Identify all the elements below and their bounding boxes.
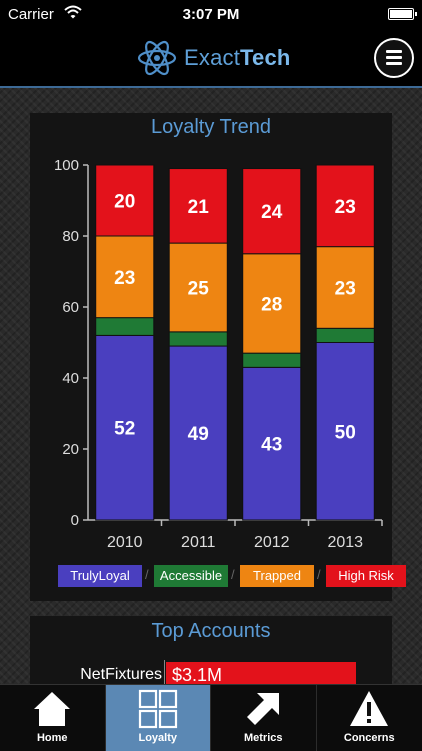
grid-icon [138,689,178,729]
hamburger-menu-icon [386,50,402,53]
bar-segment [316,328,374,342]
top-accounts-card: Top Accounts NetFixtures $3.1M [30,616,392,686]
atom-logo-icon [136,37,178,79]
account-name: NetFixtures [80,666,162,684]
x-tick-label: 2012 [254,534,290,551]
logo-text: ExactTech [184,45,291,71]
account-value: $3.1M [172,665,222,686]
status-bar: Carrier 3:07 PM [0,0,422,30]
tab-concerns[interactable]: Concerns [317,685,422,751]
y-tick-label: 80 [62,228,79,245]
tab-loyalty-label: Loyalty [106,732,211,744]
tab-loyalty[interactable]: Loyalty [106,685,212,751]
top-accounts-title: Top Accounts [30,620,392,643]
data-label: 49 [188,424,209,445]
legend-separator: / [145,567,149,582]
y-tick-label: 100 [54,157,79,174]
y-tick-label: 60 [62,299,79,316]
data-label: 43 [261,435,282,456]
data-label: 52 [114,419,135,440]
tab-metrics-label: Metrics [211,732,316,744]
x-tick-label: 2013 [327,534,363,551]
x-tick-label: 2011 [181,534,216,551]
legend-separator: / [317,567,321,582]
tab-bar: Home Loyalty Metrics Concerns [0,684,422,751]
battery-icon [388,8,414,20]
data-label: 23 [335,197,356,218]
data-label: 23 [114,268,135,289]
tab-metrics[interactable]: Metrics [211,685,317,751]
legend-item[interactable]: Accessible [154,565,228,587]
y-tick-label: 40 [62,370,79,387]
loyalty-trend-chart: 0 20 40 60 80 100 52 23 20 2010 49 25 21 2011 43 28 24 20… [30,113,392,565]
data-label: 50 [335,422,356,443]
warning-icon [349,689,389,729]
data-label: 20 [114,192,135,213]
status-time: 3:07 PM [0,6,422,23]
data-label: 28 [261,294,282,315]
legend-item[interactable]: High Risk [326,565,406,587]
bar-segment [169,332,227,346]
arrow-up-right-icon [243,689,283,729]
data-label: 23 [335,278,356,299]
tab-home-label: Home [0,732,105,744]
data-label: 21 [188,197,210,218]
legend-separator: / [231,567,235,582]
data-label: 25 [188,278,210,299]
y-tick-label: 0 [71,512,79,529]
app-logo: ExactTech [136,36,291,80]
legend-item[interactable]: Trapped [240,565,314,587]
data-label: 24 [261,202,283,223]
x-tick-label: 2010 [107,534,143,551]
tab-concerns-label: Concerns [317,732,422,744]
y-tick-label: 20 [62,441,79,458]
bar-segment [243,353,301,367]
bar-segment [96,318,154,336]
app-header: ExactTech [0,30,422,88]
tab-home[interactable]: Home [0,685,106,751]
legend-item[interactable]: TrulyLoyal [58,565,142,587]
menu-button[interactable] [374,38,414,78]
chart-legend: TrulyLoyal/Accessible/Trapped/High Risk [58,565,392,589]
home-icon [32,689,72,729]
